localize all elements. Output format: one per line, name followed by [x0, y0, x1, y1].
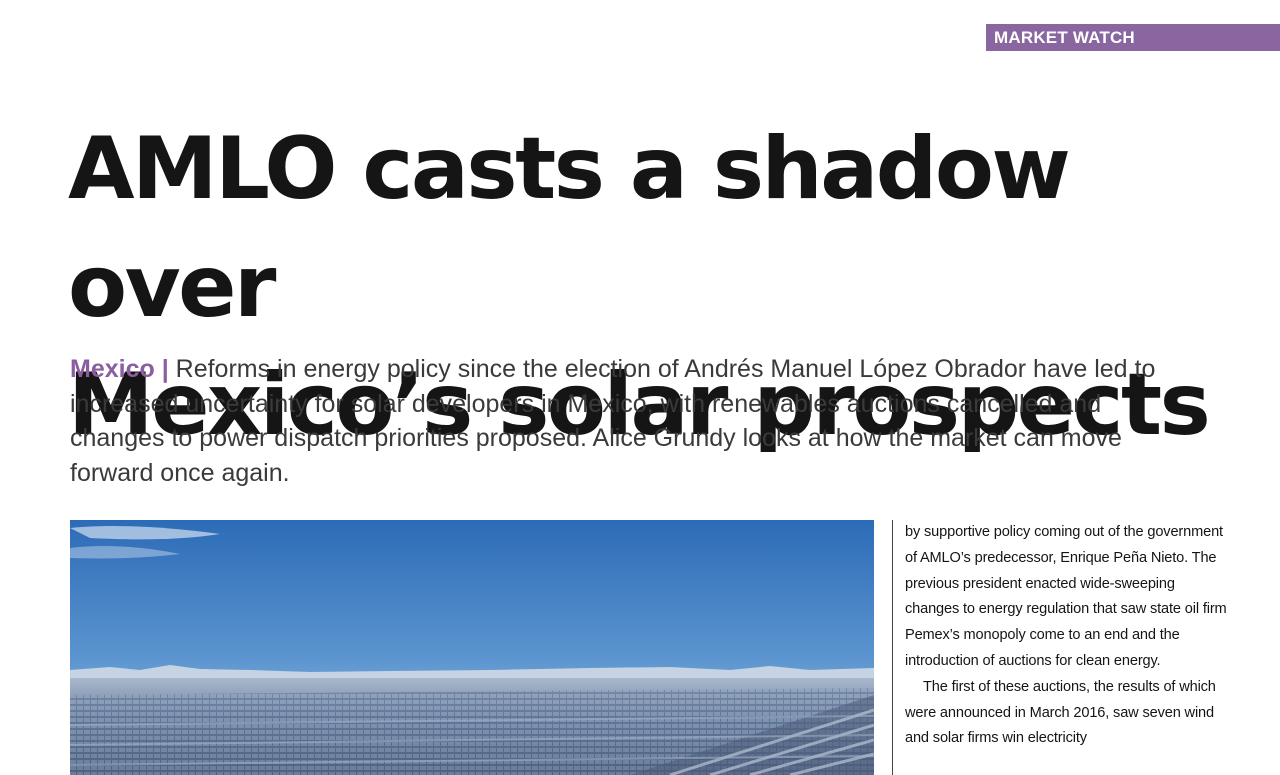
body-paragraph-1: by supportive policy coming out of the g… [905, 524, 1227, 669]
headline-line-2: Mexico’s solar prospects [68, 355, 1211, 455]
article-headline: AMLO casts a shadow over Mexico’s solar … [68, 110, 1258, 464]
article-body-column: by supportive policy coming out of the g… [892, 520, 1232, 775]
headline-line-1: AMLO casts a shadow over [68, 119, 1071, 337]
section-tag-market-watch: MARKET WATCH [986, 24, 1280, 51]
body-paragraph-2: The first of these auctions, the results… [905, 678, 1216, 747]
article-standfirst: Mexico | Reforms in energy policy since … [70, 352, 1180, 490]
standfirst-text: Reforms in energy policy since the elect… [70, 355, 1156, 487]
location-kicker: Mexico | [70, 355, 169, 383]
solar-farm-photo [70, 520, 874, 775]
